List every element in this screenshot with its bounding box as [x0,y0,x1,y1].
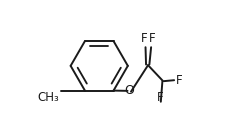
Text: CH₃: CH₃ [38,91,59,104]
Text: F: F [175,74,182,87]
Text: O: O [124,84,134,97]
Text: F: F [148,32,154,45]
Text: F: F [141,32,147,45]
Text: F: F [156,91,163,104]
